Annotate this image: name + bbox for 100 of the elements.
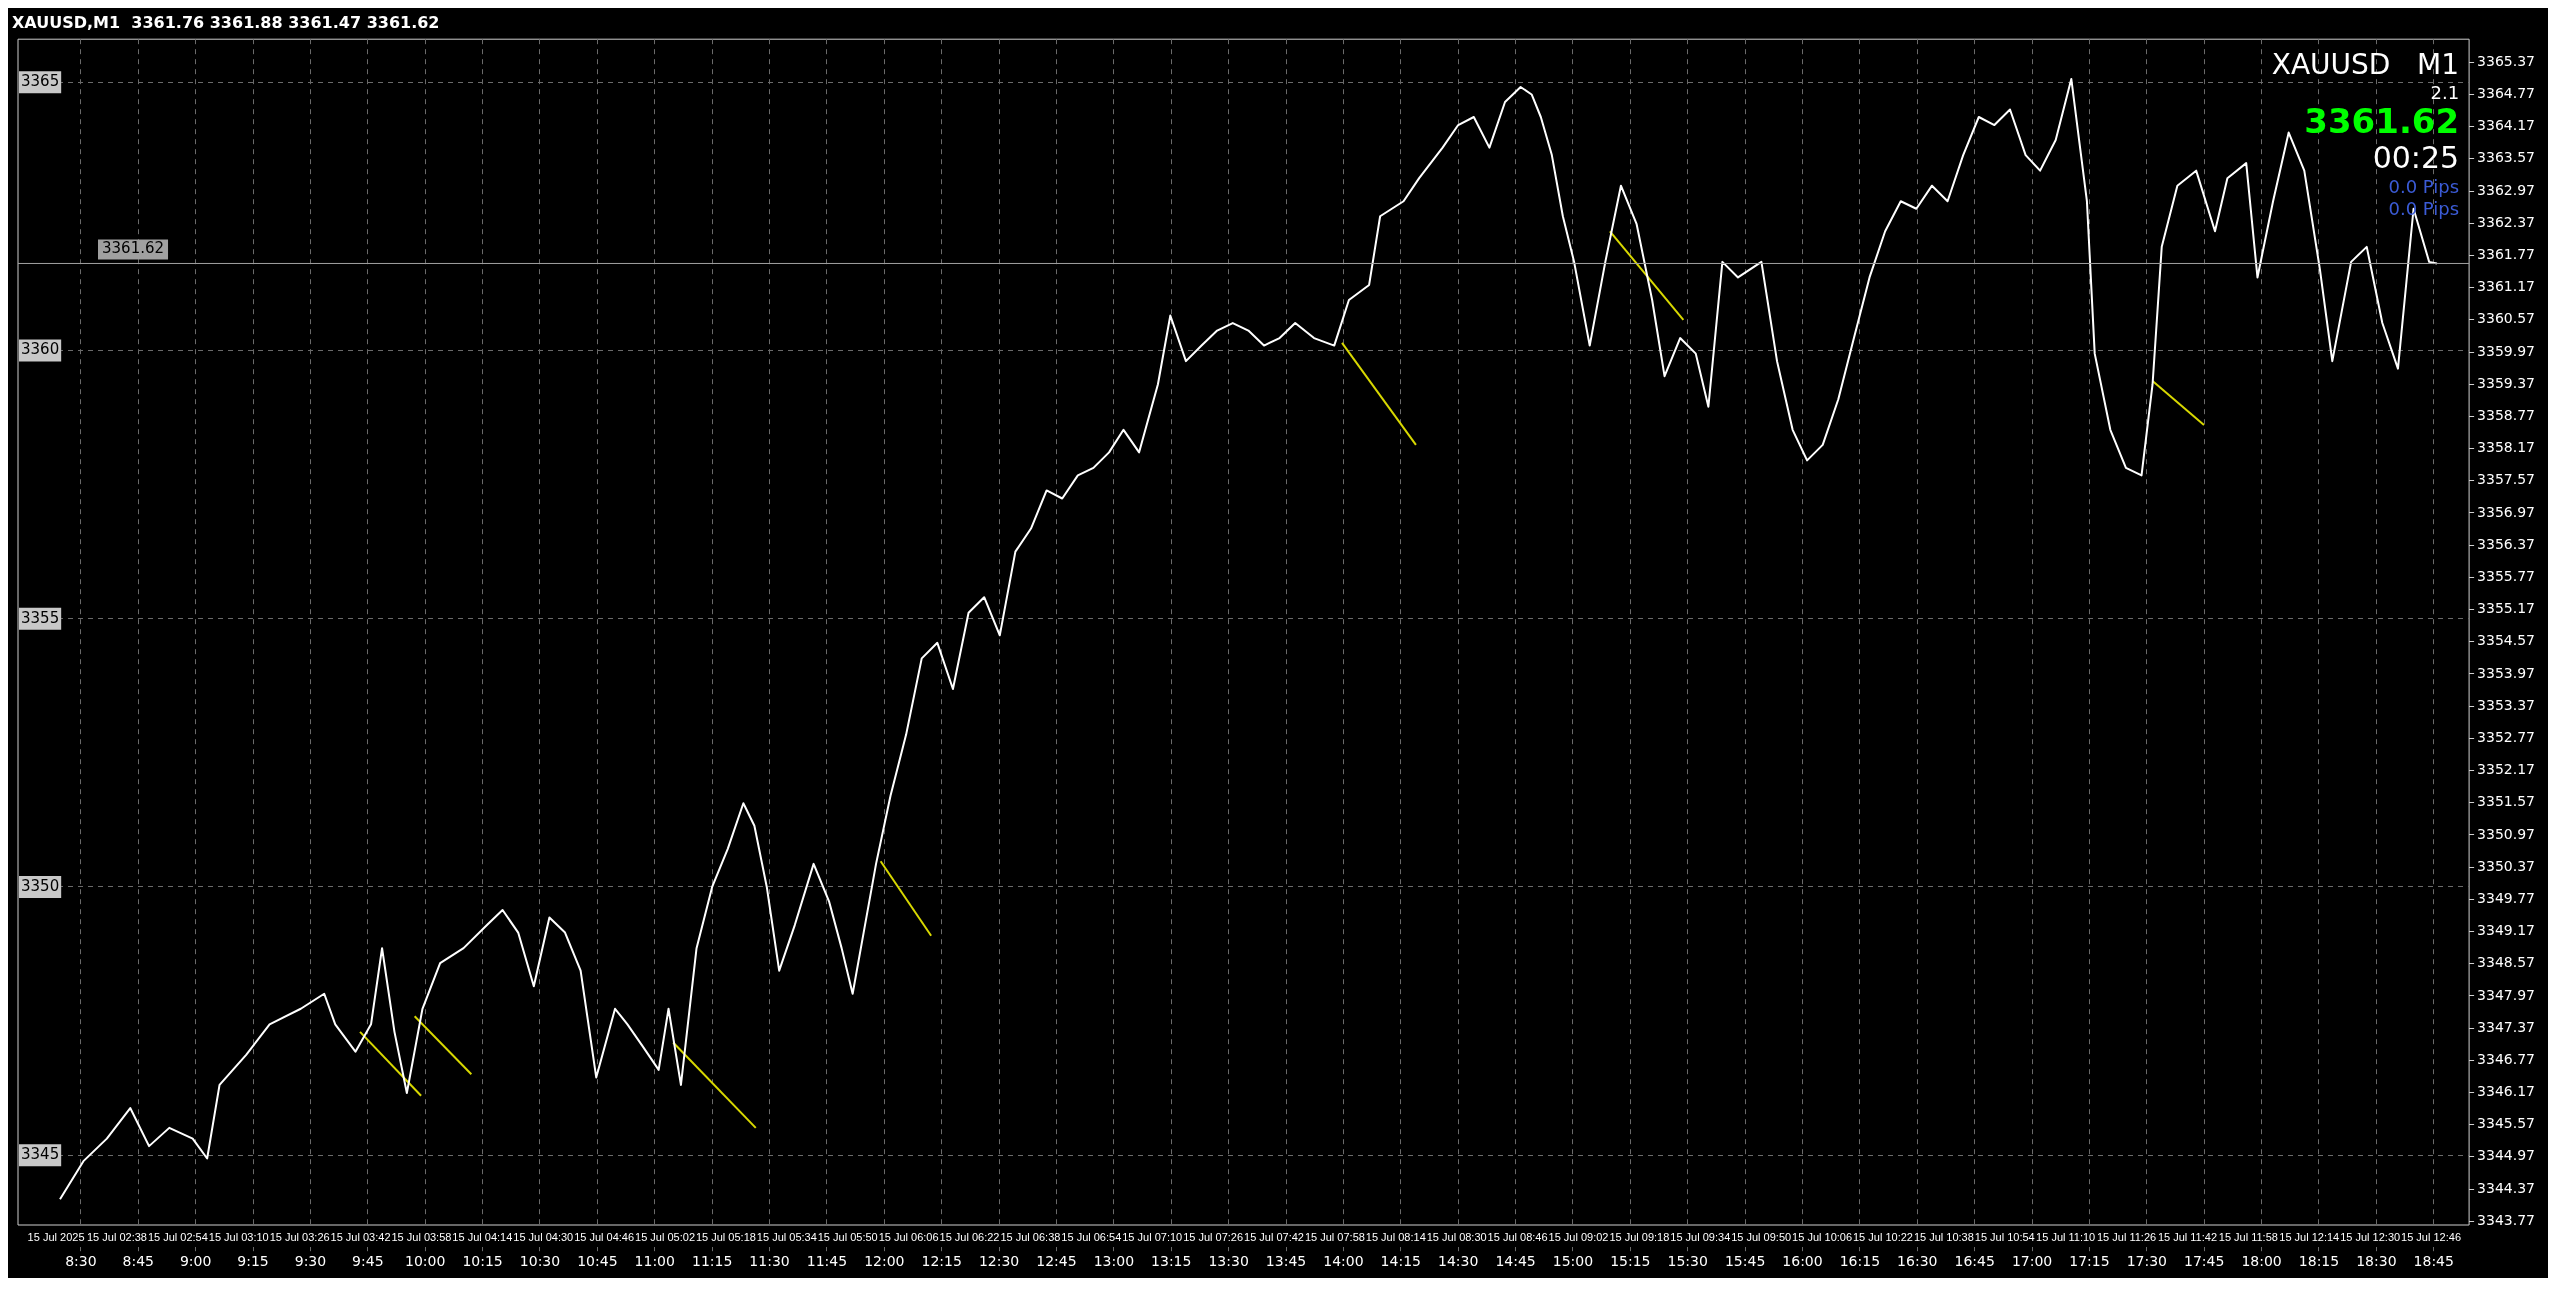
y2-tick-label: 3357.57 <box>2477 471 2536 488</box>
x-tick-label: 15:30 <box>1667 1253 1708 1270</box>
y2-tick-label: 3356.97 <box>2477 503 2536 520</box>
y2-tick-label: 3348.57 <box>2477 954 2536 971</box>
x-tick-label: 13:15 <box>1151 1253 1192 1270</box>
y2-tick-label: 3350.97 <box>2477 825 2536 842</box>
x2-tick-label: 15 Jul 07:42 <box>1244 1230 1304 1243</box>
x-tick-label: 16:15 <box>1839 1253 1881 1270</box>
y2-tick-label: 3363.57 <box>2477 149 2536 166</box>
x-tick-label: 12:15 <box>921 1253 962 1270</box>
x2-tick-label: 15 Jul 06:06 <box>878 1230 939 1243</box>
x2-tick-label: 15 Jul 11:58 <box>2218 1230 2278 1243</box>
x2-tick-label: 15 Jul 03:58 <box>391 1230 452 1243</box>
x-tick-label: 14:15 <box>1380 1253 1421 1270</box>
y2-tick-label: 3364.77 <box>2477 85 2536 102</box>
y-tick-label: 3365 <box>21 72 60 91</box>
x2-tick-label: 15 Jul 02:38 <box>86 1230 147 1243</box>
y2-tick-label: 3355.77 <box>2477 568 2536 585</box>
x-tick-label: 10:00 <box>405 1253 446 1270</box>
y2-tick-label: 3365.37 <box>2477 52 2536 69</box>
x-tick-label: 14:30 <box>1438 1253 1479 1270</box>
x-tick-label: 16:45 <box>1954 1253 1995 1270</box>
x2-tick-label: 15 Jul 10:22 <box>1853 1230 1913 1243</box>
x2-tick-label: 15 Jul 11:10 <box>2036 1230 2096 1243</box>
y2-tick-label: 3359.37 <box>2477 374 2536 391</box>
x-tick-label: 17:45 <box>2184 1253 2225 1270</box>
x2-tick-label: 15 Jul 03:10 <box>208 1230 269 1243</box>
x-tick-label: 11:00 <box>634 1253 675 1270</box>
x-tick-label: 13:45 <box>1265 1253 1307 1270</box>
y2-tick-label: 3352.17 <box>2477 761 2536 778</box>
annotation: 00:25 <box>2372 140 2460 175</box>
y2-tick-label: 3364.17 <box>2477 117 2536 134</box>
x2-tick-label: 15 Jul 08:14 <box>1365 1230 1426 1243</box>
x-tick-label: 18:00 <box>2241 1253 2282 1270</box>
x2-tick-label: 15 Jul 12:30 <box>2340 1230 2401 1243</box>
y2-tick-label: 3353.97 <box>2477 664 2536 681</box>
chart-title: XAUUSD,M1 3361.76 3361.88 3361.47 3361.62 <box>12 12 440 32</box>
y2-tick-label: 3347.97 <box>2477 986 2536 1003</box>
x2-tick-label: 15 Jul 05:50 <box>817 1230 878 1243</box>
x2-tick-label: 15 Jul 09:34 <box>1670 1230 1731 1243</box>
x2-tick-label: 15 Jul 11:26 <box>2097 1230 2157 1243</box>
x2-tick-label: 15 Jul 09:50 <box>1731 1230 1792 1243</box>
x-tick-label: 10:15 <box>462 1253 503 1270</box>
y2-tick-label: 3354.57 <box>2477 632 2536 649</box>
x-tick-label: 17:00 <box>2011 1253 2053 1270</box>
x-tick-label: 15:00 <box>1552 1253 1594 1270</box>
y2-tick-label: 3352.77 <box>2477 728 2536 745</box>
y2-tick-label: 3358.17 <box>2477 439 2536 456</box>
y-tick-label: 3345 <box>21 1145 60 1164</box>
y2-tick-label: 3350.37 <box>2477 857 2536 874</box>
x-tick-label: 10:45 <box>577 1253 618 1270</box>
y2-tick-label: 3344.37 <box>2477 1179 2536 1196</box>
x-tick-label: 14:45 <box>1495 1253 1536 1270</box>
annotation: 0.0 Pips <box>2388 197 2460 219</box>
x-tick-label: 10:30 <box>519 1253 561 1270</box>
x2-tick-label: 15 Jul 06:38 <box>1000 1230 1061 1243</box>
y-tick-label: 3350 <box>21 876 60 895</box>
x2-tick-label: 15 Jul 10:54 <box>1974 1230 2035 1243</box>
y2-tick-label: 3346.77 <box>2477 1050 2536 1067</box>
y2-tick-label: 3345.57 <box>2477 1115 2536 1132</box>
x2-tick-label: 15 Jul 07:26 <box>1183 1230 1244 1243</box>
x-tick-label: 9:45 <box>352 1253 384 1270</box>
annotation: 0.0 Pips <box>2388 175 2460 197</box>
x2-tick-label: 15 Jul 2025 <box>27 1230 85 1243</box>
x-tick-label: 15:45 <box>1724 1253 1766 1270</box>
x2-tick-label: 15 Jul 10:38 <box>1913 1230 1974 1243</box>
x-tick-label: 17:15 <box>2069 1253 2110 1270</box>
y2-tick-label: 3349.77 <box>2477 889 2536 906</box>
x-tick-label: 11:45 <box>806 1253 848 1270</box>
x2-tick-label: 15 Jul 05:18 <box>695 1230 756 1243</box>
y2-tick-label: 3349.17 <box>2477 922 2536 939</box>
x-tick-label: 8:30 <box>65 1253 97 1270</box>
annotation: 2.1 <box>2430 81 2460 103</box>
x2-tick-label: 15 Jul 11:42 <box>2157 1230 2218 1243</box>
x-tick-label: 14:00 <box>1323 1253 1364 1270</box>
x2-tick-label: 15 Jul 07:10 <box>1122 1230 1183 1243</box>
x-tick-label: 13:00 <box>1093 1253 1135 1270</box>
x-tick-label: 11:15 <box>691 1253 733 1270</box>
y2-tick-label: 3344.97 <box>2477 1147 2536 1164</box>
y2-tick-label: 3351.57 <box>2477 793 2536 810</box>
y2-tick-label: 3355.17 <box>2477 600 2536 617</box>
x-tick-label: 17:30 <box>2126 1253 2167 1270</box>
x-tick-label: 9:00 <box>179 1253 212 1270</box>
x2-tick-label: 15 Jul 09:18 <box>1609 1230 1670 1243</box>
x-tick-label: 8:45 <box>122 1253 155 1270</box>
x2-tick-label: 15 Jul 08:46 <box>1487 1230 1548 1243</box>
x2-tick-label: 15 Jul 02:54 <box>147 1230 208 1243</box>
annotation: 3361.62 <box>2304 101 2460 142</box>
y2-tick-label: 3346.17 <box>2477 1083 2536 1100</box>
y2-tick-label: 3362.97 <box>2477 181 2536 198</box>
x-tick-label: 16:30 <box>1897 1253 1938 1270</box>
ref-line-label: 3361.62 <box>102 239 165 258</box>
y-tick-label: 3355 <box>21 608 60 627</box>
y2-tick-label: 3358.77 <box>2477 407 2536 424</box>
y2-tick-label: 3359.97 <box>2477 342 2536 359</box>
x2-tick-label: 15 Jul 04:46 <box>574 1230 635 1243</box>
x-tick-label: 9:15 <box>237 1253 269 1270</box>
annotation: XAUUSD M1 <box>2271 48 2460 82</box>
y2-tick-label: 3353.37 <box>2477 696 2536 713</box>
x-tick-label: 16:00 <box>1782 1253 1823 1270</box>
